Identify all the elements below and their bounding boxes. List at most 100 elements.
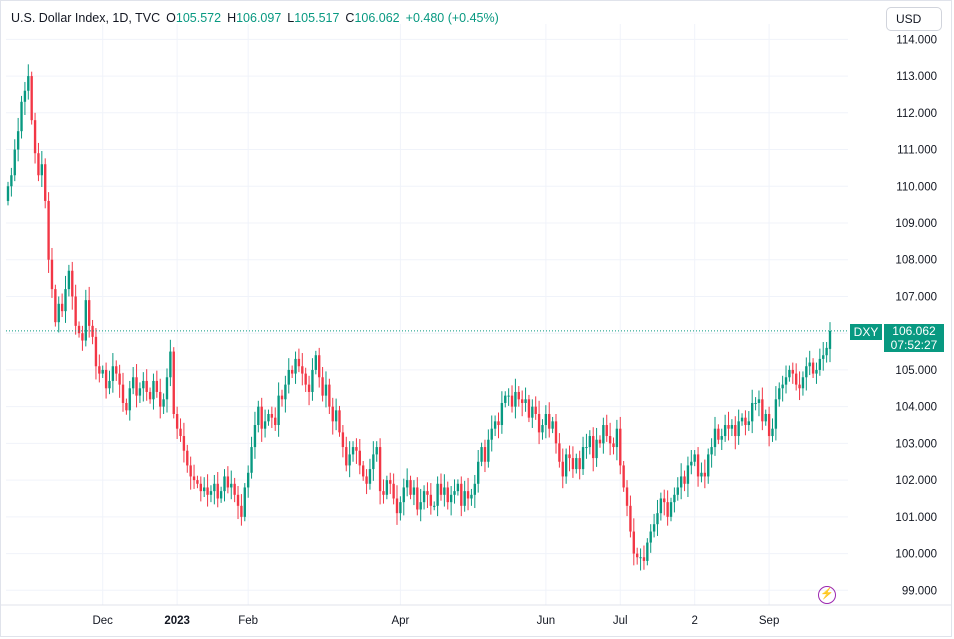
- countdown-value: 07:52:27: [890, 337, 938, 352]
- candle-body: [331, 406, 334, 422]
- x-tick-label: Apr: [391, 615, 409, 627]
- y-tick-label: 112.000: [896, 108, 937, 120]
- candle-body: [490, 428, 493, 440]
- candle-body: [67, 270, 71, 290]
- candle-body: [466, 491, 470, 499]
- x-tick-label: Dec: [92, 615, 113, 627]
- candle-body: [493, 421, 497, 429]
- y-tick-label: 111.000: [897, 145, 937, 157]
- candle-body: [571, 458, 575, 470]
- candle-body: [328, 384, 331, 407]
- candle-body: [592, 436, 595, 459]
- candle-body: [818, 358, 822, 370]
- y-tick-label: 114.000: [896, 34, 937, 46]
- candle-body: [253, 425, 257, 448]
- candle-body: [206, 487, 209, 495]
- candle-body: [118, 373, 121, 385]
- y-tick-label: 113.000: [896, 71, 937, 83]
- candle-body: [240, 505, 243, 517]
- candle-body: [764, 414, 767, 422]
- candle-body: [781, 384, 784, 389]
- x-tick-label: 2023: [164, 615, 190, 627]
- candle-body: [615, 428, 619, 448]
- candle-body: [365, 476, 368, 484]
- candle-body: [40, 164, 44, 176]
- candle-body: [314, 355, 318, 370]
- candle-body: [341, 432, 345, 448]
- candle-body: [794, 373, 798, 385]
- currency-button[interactable]: USD: [886, 7, 942, 31]
- candle-body: [422, 491, 426, 503]
- candle-body: [111, 366, 115, 381]
- lightning-icon[interactable]: ⚡: [818, 586, 836, 604]
- candle-body: [267, 414, 270, 422]
- time-axis: Dec 2023 Feb Apr Jun Jul 2 Sep: [92, 615, 779, 627]
- candle-body: [155, 380, 159, 392]
- candle-body: [527, 399, 531, 418]
- candle-body: [192, 476, 196, 481]
- candle-body: [409, 480, 412, 495]
- candle-body: [561, 461, 564, 477]
- candle-body: [663, 498, 666, 503]
- candle-body: [60, 303, 64, 312]
- candle-body: [27, 76, 30, 91]
- candle-body: [747, 421, 750, 426]
- candle-body: [101, 369, 104, 374]
- candle-body: [304, 373, 307, 385]
- candle-body: [669, 502, 673, 517]
- candle-body: [507, 395, 510, 397]
- candle-body: [280, 395, 284, 400]
- candle-body: [372, 454, 375, 470]
- candle-body: [385, 480, 389, 495]
- candle-body: [219, 491, 223, 499]
- candle-body: [50, 259, 54, 290]
- candle-body: [707, 454, 710, 477]
- candle-body: [115, 366, 118, 374]
- candle-body: [57, 303, 60, 323]
- candle-body: [138, 388, 142, 396]
- candle-body: [575, 458, 578, 470]
- candle-body: [798, 384, 801, 389]
- candle-body: [287, 369, 290, 385]
- candle-body: [30, 76, 33, 121]
- candle-body: [44, 164, 47, 201]
- candle-body: [504, 395, 507, 403]
- candle-body: [426, 491, 429, 495]
- close-value: 106.062: [354, 11, 400, 25]
- candle-body: [128, 388, 131, 411]
- candle-body: [37, 153, 40, 176]
- candle-body: [619, 428, 622, 466]
- candle-body: [20, 101, 23, 132]
- candle-body: [246, 472, 250, 488]
- candle-body: [294, 358, 297, 374]
- candle-body: [142, 380, 145, 389]
- candle-body: [84, 300, 87, 341]
- last-price-value: 106.062: [892, 323, 936, 338]
- y-tick-label: 108.000: [895, 255, 937, 267]
- y-tick-label: 103.000: [895, 438, 937, 450]
- candle-body: [602, 425, 605, 444]
- candle-body: [284, 384, 287, 400]
- candle-body: [578, 458, 581, 470]
- candle-body: [649, 531, 652, 543]
- candle-body: [186, 450, 189, 466]
- candle-body: [639, 557, 642, 559]
- candle-body: [744, 417, 747, 426]
- candle-body: [439, 483, 443, 495]
- candle-body: [375, 447, 378, 455]
- candle-body: [696, 454, 700, 477]
- candle-body: [131, 377, 135, 389]
- x-tick-label: Sep: [759, 615, 779, 627]
- candle-body: [270, 414, 274, 418]
- candle-body: [429, 494, 433, 506]
- candle-body: [64, 289, 67, 312]
- candle-body: [588, 436, 592, 448]
- candle-body: [351, 447, 355, 455]
- candle-body: [199, 483, 202, 492]
- candle-body: [307, 384, 311, 392]
- candle-body: [226, 476, 230, 488]
- candle-body: [135, 377, 138, 396]
- candle-body: [125, 402, 128, 411]
